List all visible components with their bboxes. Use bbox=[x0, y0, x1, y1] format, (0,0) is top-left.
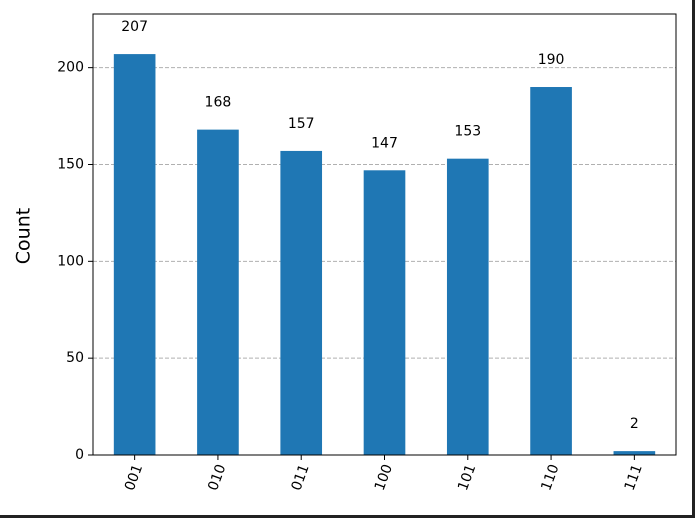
bar bbox=[530, 87, 572, 455]
bar bbox=[613, 451, 656, 455]
value-label: 153 bbox=[454, 124, 481, 140]
y-tick-label: 150 bbox=[57, 156, 84, 172]
value-label: 190 bbox=[538, 52, 565, 68]
value-label: 147 bbox=[371, 135, 398, 151]
bar bbox=[197, 129, 239, 455]
value-label: 168 bbox=[205, 95, 232, 111]
y-tick-label: 200 bbox=[57, 60, 84, 76]
bar bbox=[280, 150, 323, 456]
value-label: 2 bbox=[630, 416, 639, 432]
bar bbox=[113, 54, 156, 455]
y-axis-label: Count bbox=[13, 208, 35, 264]
plot-frame bbox=[92, 13, 677, 456]
window-edge bbox=[692, 0, 695, 518]
y-tick-label: 100 bbox=[57, 253, 84, 269]
value-label: 207 bbox=[121, 19, 148, 35]
bar bbox=[446, 158, 489, 455]
bar bbox=[363, 170, 406, 455]
y-tick-label: 50 bbox=[66, 350, 84, 366]
y-tick-label: 0 bbox=[75, 447, 84, 463]
value-label: 157 bbox=[288, 116, 315, 132]
window-edge bbox=[0, 515, 695, 518]
